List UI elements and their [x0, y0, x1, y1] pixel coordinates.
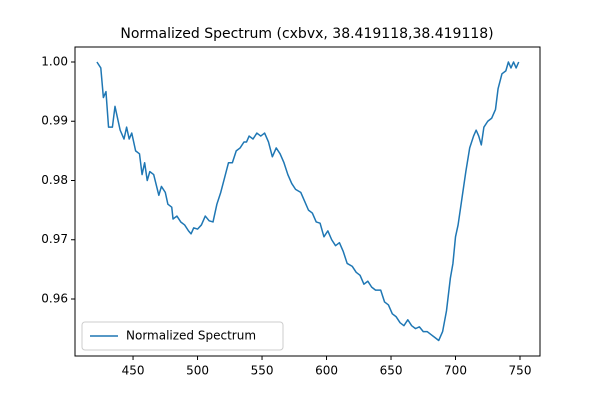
- legend-label: Normalized Spectrum: [126, 329, 256, 343]
- line: [96, 61, 520, 342]
- y-tick-label: 0.98: [41, 173, 68, 187]
- y-tick-label: 1.00: [41, 54, 68, 68]
- y-tick-label: 0.99: [41, 114, 68, 128]
- y-tick-label: 0.96: [41, 291, 68, 305]
- y-tick-label: 0.97: [41, 232, 68, 246]
- x-tick-label: 650: [380, 364, 403, 378]
- legend-box: [81, 321, 284, 351]
- chart-title: Normalized Spectrum (cxbvx, 38.419118,38…: [120, 26, 493, 42]
- x-tick-label: 700: [444, 364, 467, 378]
- plot-frame: [74, 46, 541, 357]
- x-tick-label: 750: [509, 364, 532, 378]
- x-tick-label: 550: [251, 364, 274, 378]
- x-tick-label: 450: [122, 364, 145, 378]
- x-tick-label: 500: [186, 364, 209, 378]
- x-tick-label: 600: [315, 364, 338, 378]
